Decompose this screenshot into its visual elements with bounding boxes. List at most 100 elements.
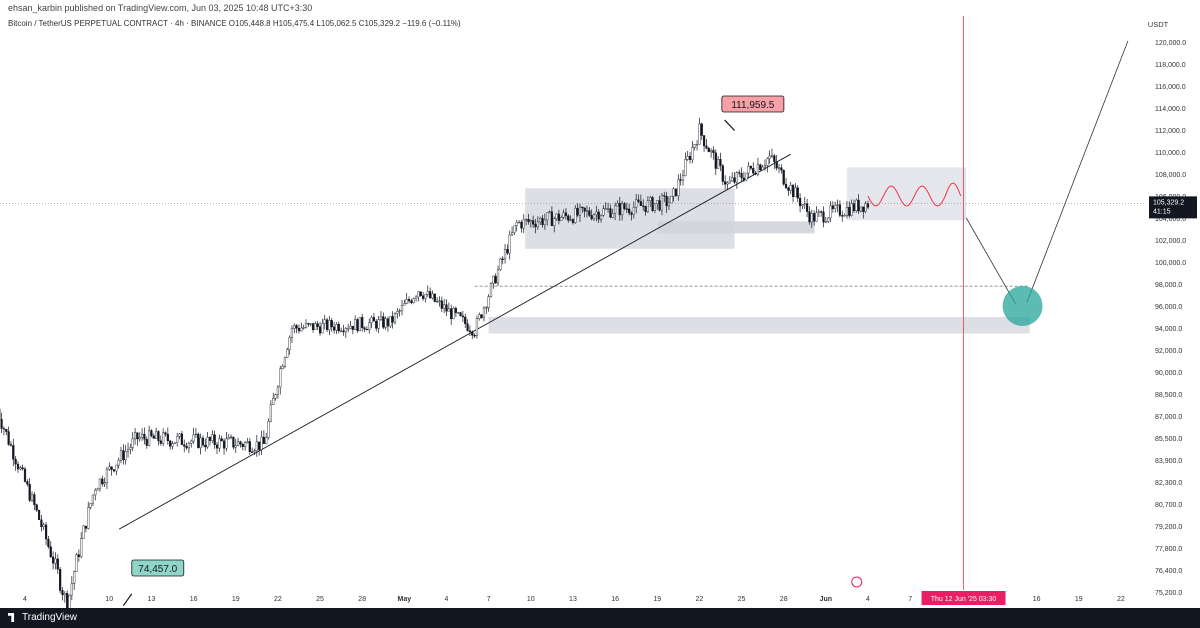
tradingview-logo[interactable]: TradingView — [8, 612, 77, 623]
candle-body — [473, 335, 476, 337]
candle-body — [180, 433, 183, 445]
candle-body — [438, 300, 441, 302]
candle-body — [677, 179, 680, 196]
candle-body — [684, 159, 687, 176]
candle-body — [660, 195, 664, 211]
candle-body — [569, 219, 572, 221]
candle-body — [412, 298, 415, 303]
candle-body — [110, 466, 113, 470]
candle-body — [96, 488, 99, 491]
candle-body — [12, 445, 15, 460]
candle-body — [471, 331, 474, 336]
candle-body — [623, 203, 626, 209]
candle-body — [555, 213, 558, 219]
low-pointer — [122, 593, 133, 606]
candle-body — [103, 482, 106, 485]
candle-body — [269, 404, 272, 422]
candle-body — [693, 144, 696, 148]
y-tick-label: 76,400.0 — [1155, 568, 1182, 575]
candle-body — [344, 328, 347, 333]
candle-body — [522, 219, 525, 229]
candle-body — [546, 212, 549, 221]
x-tick-label: 7 — [487, 596, 491, 603]
candle-body — [19, 467, 22, 470]
candle-body — [719, 159, 722, 166]
candle-body — [459, 312, 462, 317]
candle-body — [119, 450, 123, 461]
candle-body — [567, 215, 570, 221]
candle-body — [768, 155, 771, 160]
publish-bar: ehsan_karbin published on TradingView.co… — [0, 0, 1200, 16]
candle-body — [850, 203, 853, 216]
candle-body — [485, 307, 488, 309]
y-tick-label: 120,000.0 — [1155, 40, 1186, 47]
price-label-box — [1149, 196, 1197, 219]
candle-body — [75, 554, 78, 572]
candle-body — [700, 123, 703, 136]
candle-body — [541, 218, 544, 225]
candle-body — [253, 450, 256, 453]
candle-body — [262, 436, 265, 444]
candle-body — [583, 207, 586, 212]
candle-body — [759, 164, 762, 171]
candle-body — [827, 217, 830, 222]
candle-body — [618, 203, 621, 216]
candle-body — [164, 432, 167, 435]
candle-body — [244, 442, 247, 447]
y-tick-label: 75,200.0 — [1155, 590, 1182, 597]
candle-body — [218, 438, 221, 449]
candle-body — [588, 210, 591, 216]
candle-body — [834, 205, 837, 209]
candle-body — [665, 196, 668, 207]
candle-body — [7, 431, 10, 445]
candle-body — [393, 313, 397, 323]
candle-body — [447, 308, 450, 312]
candle-body — [94, 489, 97, 496]
high-label: 111,959.5 — [731, 100, 774, 111]
candle-body — [192, 434, 195, 442]
candle-body — [248, 441, 251, 453]
candle-body — [98, 478, 102, 490]
candle-body — [492, 275, 495, 284]
candle-body — [688, 156, 692, 160]
candle-body — [560, 217, 563, 221]
candle-body — [410, 300, 413, 303]
candle-body — [674, 188, 678, 196]
candle-body — [213, 434, 216, 445]
candle-body — [342, 330, 345, 333]
candle-body — [761, 166, 764, 171]
candle-body — [178, 433, 181, 437]
candle-body — [454, 308, 457, 313]
candle-body — [717, 159, 720, 169]
candle-body — [480, 314, 483, 318]
candle-body — [824, 221, 827, 223]
y-tick-label: 82,300.0 — [1155, 480, 1182, 487]
trendline — [118, 153, 791, 530]
candle-body — [724, 181, 727, 185]
x-tick-label: 28 — [358, 596, 366, 603]
candle-body — [290, 328, 294, 338]
candle-body — [152, 435, 155, 439]
candle-body — [159, 440, 162, 444]
candle-body — [396, 311, 399, 314]
y-tick-label: 83,900.0 — [1155, 458, 1182, 465]
candle-body — [658, 200, 661, 211]
candle-body — [836, 204, 839, 206]
currency-label: USDT — [1148, 20, 1169, 29]
candle-body — [852, 203, 856, 211]
candle-body — [649, 197, 652, 201]
candle-body — [73, 571, 76, 584]
candle-body — [829, 205, 832, 219]
candle-body — [731, 177, 734, 182]
candle-body — [417, 291, 420, 298]
candle-body — [632, 206, 635, 215]
candle-body — [749, 165, 753, 169]
candle-body — [738, 172, 741, 174]
candle-body — [9, 444, 13, 446]
candle-body — [375, 320, 378, 329]
candle-body — [197, 433, 200, 448]
candle-body — [635, 199, 638, 208]
candle-body — [372, 317, 376, 322]
candle-body — [77, 554, 80, 557]
